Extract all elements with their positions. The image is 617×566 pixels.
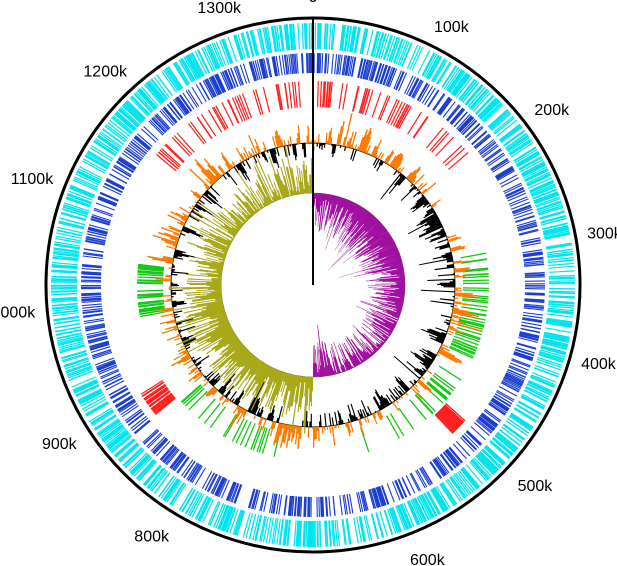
track-green-features-marks [136,252,490,457]
tick-label-0: 0 [309,0,318,6]
track-forward-genes [50,22,576,548]
tick-label-900k: 900k [42,436,78,453]
track-red-features [140,81,469,434]
tick-label-600k: 600k [410,552,446,566]
tick-label-1100k: 1100k [11,171,54,188]
track-reverse-genes-marks [80,52,546,518]
track-reverse-genes [80,52,546,518]
tick-label-100k: 100k [434,19,470,36]
track-green-features [136,252,490,457]
tick-label-500k: 500k [518,478,554,495]
track-gc-skew [161,141,406,434]
tick-label-800k: 800k [134,528,170,545]
tick-label-300k: 300k [587,226,617,243]
track-forward-genes-marks [50,22,576,548]
gc-skew-positive [161,141,313,434]
tick-label-1000k: 1000k [0,304,36,321]
gc-skew-negative [313,193,405,377]
tick-label-400k: 400k [581,356,617,373]
tick-label-200k: 200k [534,102,570,119]
tick-label-1300k: 1300k [197,0,242,17]
track-red-features-marks [140,81,469,434]
tick-label-1200k: 1200k [83,63,128,80]
